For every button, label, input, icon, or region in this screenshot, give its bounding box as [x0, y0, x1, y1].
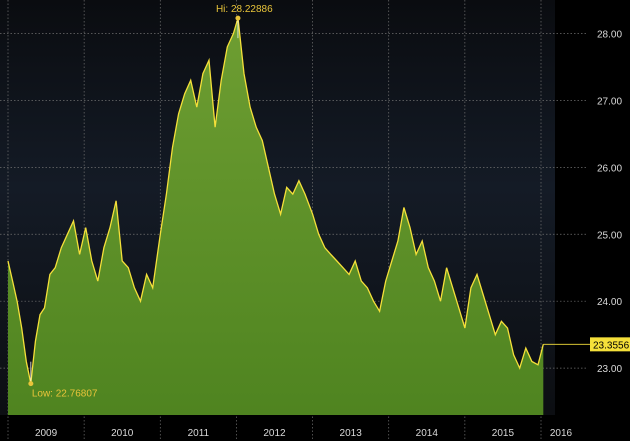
area-series: [7, 17, 544, 415]
y-tick-label: 26.00: [597, 163, 622, 174]
y-tick-label: 24.00: [597, 297, 622, 308]
last-value-badge: [590, 337, 630, 352]
low-marker: [28, 381, 34, 387]
x-tick-label: 2009: [35, 428, 58, 439]
annotations: Low: 22.76807 Hi: 28.22886 23.3556: [28, 4, 630, 400]
x-tick-label: 2011: [188, 428, 210, 439]
low-annotation: Low: 22.76807: [32, 389, 98, 400]
y-tick-label: 27.00: [597, 96, 622, 107]
x-tick-label: 2015: [492, 428, 515, 439]
y-tick-label: 25.00: [597, 230, 622, 241]
y-tick-label: 23.00: [597, 364, 622, 375]
x-tick-label: 2012: [263, 428, 286, 439]
x-tick-label: 2010: [111, 428, 134, 439]
axis-background: [555, 0, 630, 441]
y-tick-label: 28.00: [597, 29, 622, 40]
x-axis-background: [0, 415, 630, 441]
high-marker: [235, 15, 241, 21]
series-line: [7, 17, 544, 384]
y-axis: 23.00 24.00 25.00 26.00 27.00 28.00: [597, 29, 622, 375]
x-tick-label: 2016: [550, 428, 573, 439]
x-axis: 2009 2010 2011 2012 2013 2014 2015 2016: [35, 428, 573, 439]
high-annotation: Hi: 28.22886: [216, 4, 273, 15]
x-tick-label: 2013: [340, 428, 363, 439]
last-value-label: 23.3556: [593, 340, 630, 351]
area-fill: [8, 18, 544, 415]
x-tick-label: 2014: [416, 428, 439, 439]
